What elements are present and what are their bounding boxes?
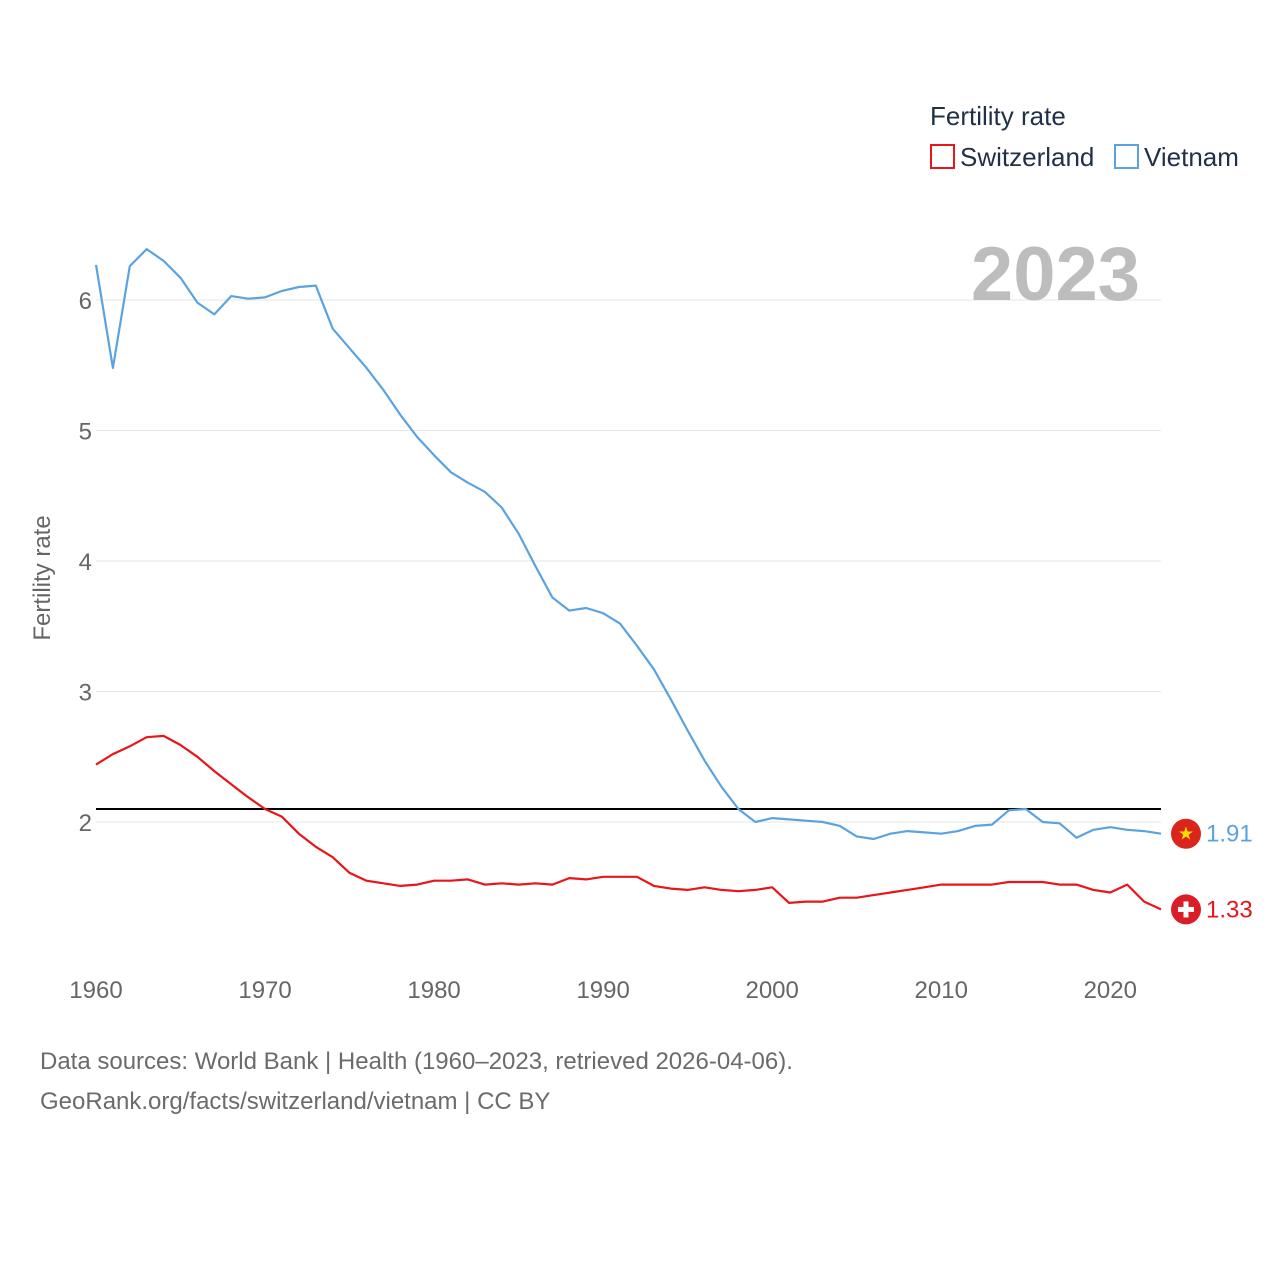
y-tick-label: 5: [79, 419, 92, 446]
legend-item-switzerland[interactable]: Switzerland: [930, 142, 1094, 172]
y-tick-label: 6: [79, 288, 92, 315]
end-marker-vietnam: ★ 1.91: [1171, 818, 1253, 849]
x-tick-label: 1970: [238, 977, 291, 1004]
series-line-switzerland: [95, 734, 1162, 911]
series-lines: [94, 248, 1162, 911]
x-tick-label: 1980: [407, 977, 460, 1004]
fertility-rate-chart: 2 3 4 5 6 1960 1970 1980 1990 2000 2010 2020 Ferti…: [29, 101, 1253, 1004]
legend-item-vietnam[interactable]: Vietnam: [1114, 142, 1239, 172]
source-attribution: Data sources: World Bank | Health (1960–…: [40, 1042, 793, 1122]
star-icon: ★: [1178, 824, 1194, 845]
source-line-data: Data sources: World Bank | Health (1960–…: [40, 1048, 793, 1075]
vietnam-flag-icon: [1171, 818, 1201, 849]
end-marker-switzerland: 1.33: [1171, 894, 1253, 925]
x-tick-label: 2020: [1084, 977, 1137, 1004]
y-axis-title: Fertility rate: [29, 515, 56, 640]
y-tick-label: 3: [79, 680, 92, 707]
legend-swatch-switzerland: [930, 144, 955, 169]
x-axis-ticks: 1960 1970 1980 1990 2000 2010 2020: [69, 977, 1137, 1004]
year-watermark: 2023: [971, 232, 1140, 317]
end-label-switzerland: 1.33: [1206, 896, 1253, 923]
y-tick-label: 2: [79, 810, 92, 837]
end-label-vietnam: 1.91: [1206, 821, 1253, 848]
cross-icon: [1178, 901, 1194, 918]
y-tick-label: 4: [79, 549, 92, 576]
series-line-vietnam: [94, 248, 1162, 841]
source-line-link[interactable]: GeoRank.org/facts/switzerland/vietnam | …: [40, 1088, 551, 1115]
legend-label-switzerland: Switzerland: [960, 142, 1094, 172]
legend-swatch-vietnam: [1114, 144, 1139, 169]
gridlines: [96, 299, 1161, 823]
x-tick-label: 2000: [745, 977, 798, 1004]
x-tick-label: 2010: [915, 977, 968, 1004]
legend: Fertility rate Switzerland Vietnam: [930, 101, 1239, 172]
x-tick-label: 1960: [69, 977, 122, 1004]
legend-title: Fertility rate: [930, 101, 1066, 131]
y-axis-ticks: 2 3 4 5 6: [79, 288, 92, 837]
x-tick-label: 1990: [576, 977, 629, 1004]
legend-label-vietnam: Vietnam: [1144, 142, 1239, 172]
